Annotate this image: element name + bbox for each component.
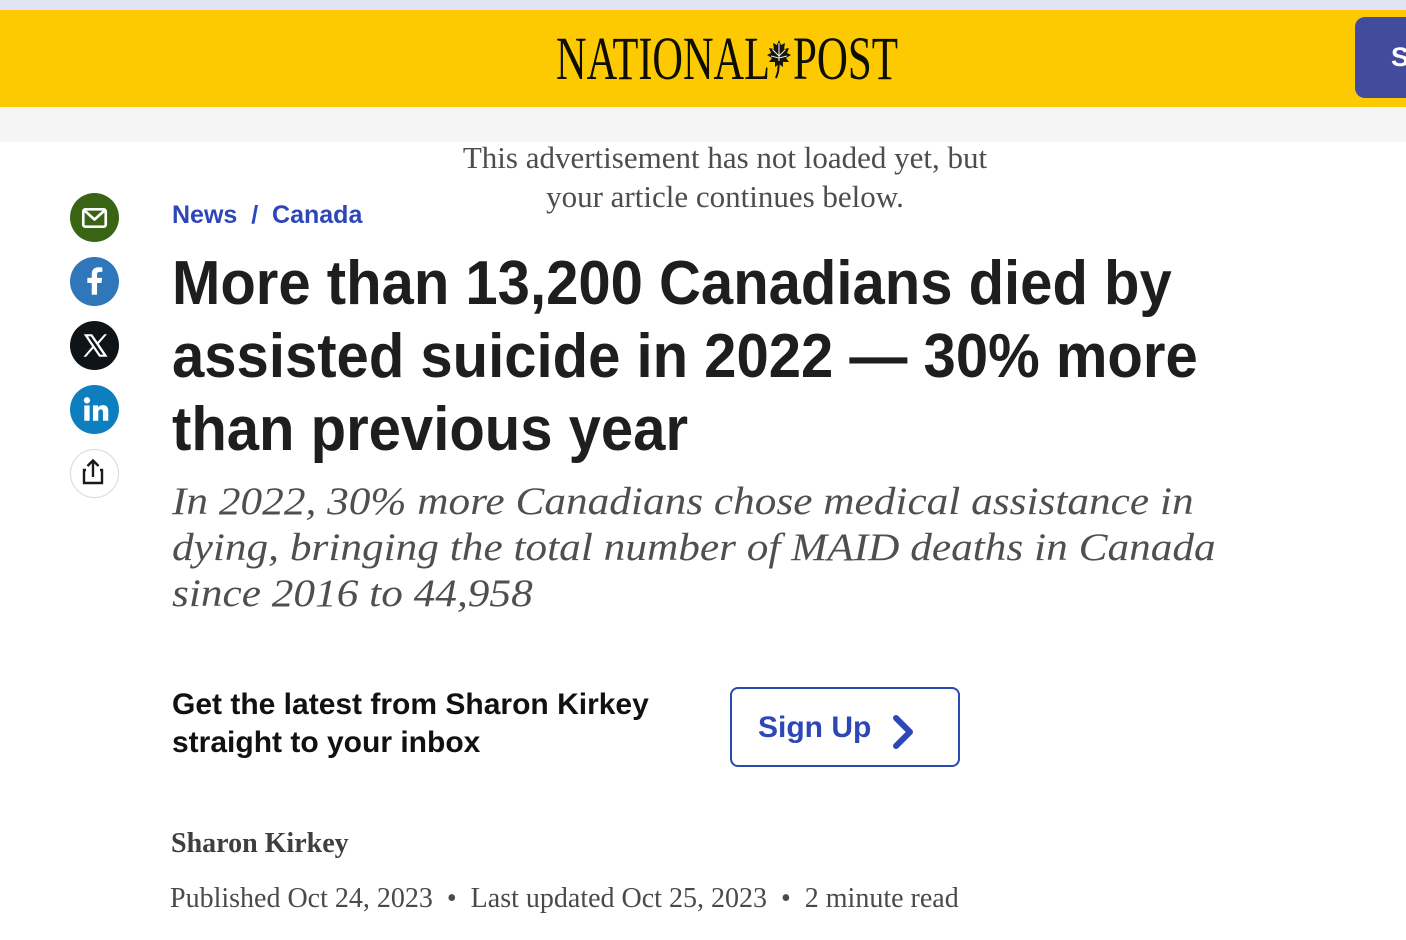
svg-text:POST: POST xyxy=(793,26,898,80)
svg-text:NATIONAL: NATIONAL xyxy=(556,26,770,80)
